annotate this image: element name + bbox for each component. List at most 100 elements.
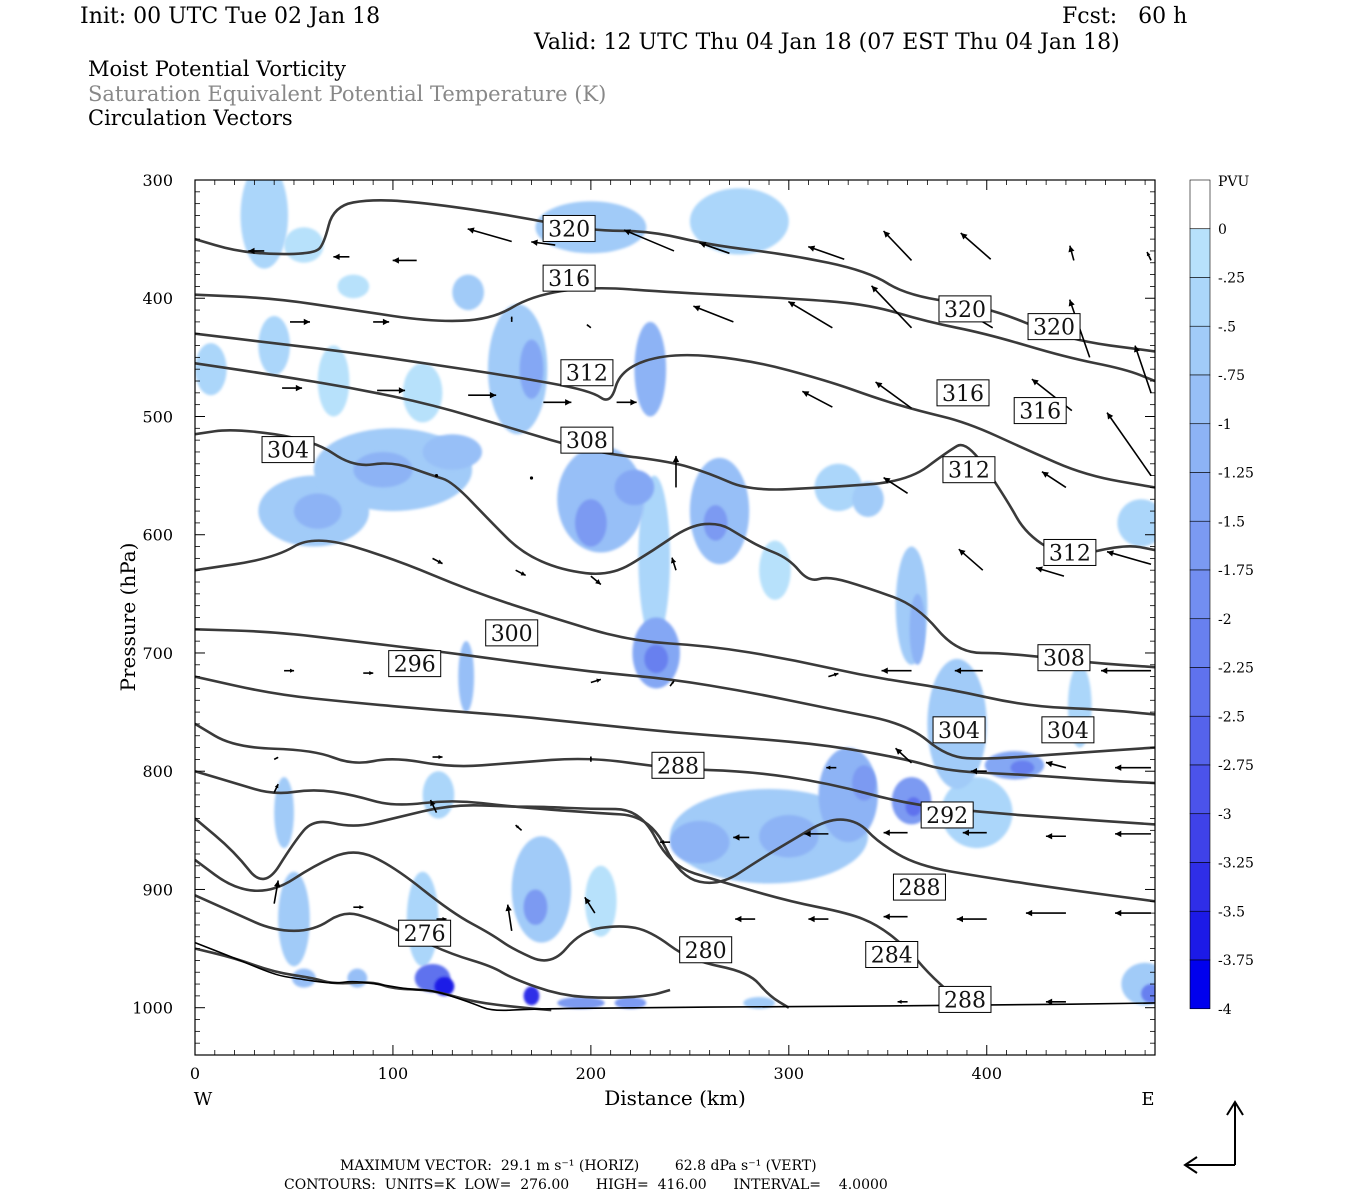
theta-contours xyxy=(195,199,1155,1012)
circulation-vector-14 xyxy=(510,316,513,322)
theta-contour-2 xyxy=(195,332,1155,489)
circulation-vectors xyxy=(248,227,1152,1005)
colorbar-swatch-15 xyxy=(1189,910,1211,961)
colorbar-swatch-12 xyxy=(1189,764,1211,815)
colorbar-swatch-16 xyxy=(1189,959,1211,1010)
circulation-vector-59 xyxy=(1115,764,1152,771)
contour-label-9: 280 xyxy=(679,936,733,964)
colorbar-swatch-3 xyxy=(1189,325,1211,376)
colorbar-label: -2 xyxy=(1218,612,1232,628)
circulation-vector-49 xyxy=(954,667,983,674)
colorbar-label: -2.5 xyxy=(1218,709,1245,725)
colorbar-swatch-2 xyxy=(1189,277,1211,327)
circulation-vector-31 xyxy=(434,474,439,478)
contour-label-15: 304 xyxy=(1041,716,1095,744)
pv-region-2 xyxy=(317,345,350,417)
theta-contour-7 xyxy=(195,675,1155,785)
theta-contour-0 xyxy=(195,199,1155,353)
svg-text:316: 316 xyxy=(942,382,984,407)
circulation-vector-2 xyxy=(392,257,417,264)
contour-label-6: 296 xyxy=(388,650,442,678)
pv-region-44 xyxy=(519,339,544,399)
circulation-vector-23 xyxy=(377,387,406,394)
pv-region-28 xyxy=(278,871,310,967)
circulation-vector-46 xyxy=(669,680,675,687)
circulation-vector-27 xyxy=(801,390,833,408)
colorbar-label: 0 xyxy=(1218,222,1227,238)
circulation-vector-26 xyxy=(616,399,637,406)
pv-region-57 xyxy=(1141,984,1155,1003)
contour-label-14: 304 xyxy=(932,716,986,744)
plot-frame xyxy=(194,179,1156,1056)
circulation-vector-34 xyxy=(883,476,909,495)
circulation-vector-68 xyxy=(1045,833,1066,840)
colorbar-label: -4 xyxy=(1218,1002,1232,1018)
circulation-vector-62 xyxy=(515,824,523,831)
colorbar-label: -.25 xyxy=(1218,271,1245,287)
contour-label-2: 312 xyxy=(560,359,614,387)
forecast-hour: Fcst: 60 h xyxy=(1062,4,1188,29)
circulation-vector-81 xyxy=(897,999,908,1004)
pv-region-49 xyxy=(703,505,728,541)
svg-text:312: 312 xyxy=(1049,541,1091,566)
svg-text:288: 288 xyxy=(944,988,986,1013)
field-title-pv: Moist Potential Vorticity xyxy=(88,57,346,81)
circulation-vector-51 xyxy=(273,756,279,761)
svg-text:312: 312 xyxy=(566,362,608,387)
pv-region-26 xyxy=(511,836,572,943)
pv-region-53 xyxy=(557,997,605,1009)
pv-region-9 xyxy=(195,343,227,396)
y-tick-label: 1000 xyxy=(132,999,173,1018)
circulation-vector-75 xyxy=(735,915,756,923)
y-tick-label: 800 xyxy=(142,762,173,781)
circulation-vector-48 xyxy=(881,667,912,674)
pv-region-58 xyxy=(905,797,922,817)
circulation-vector-45 xyxy=(590,678,602,684)
svg-text:288: 288 xyxy=(898,876,940,901)
colorbar-label: -3 xyxy=(1218,807,1232,823)
circulation-vector-13 xyxy=(373,318,390,326)
circulation-vector-73 xyxy=(505,904,513,931)
circulation-vector-61 xyxy=(429,799,438,813)
pv-region-16 xyxy=(1117,499,1155,547)
circulation-vector-32 xyxy=(529,476,534,480)
contour-info: CONTOURS: UNITS=K LOW= 276.00 HIGH= 416.… xyxy=(284,1177,888,1193)
circulation-vector-24 xyxy=(468,392,497,399)
pv-region-54 xyxy=(614,997,647,1009)
theta-contour-1 xyxy=(195,286,1155,383)
y-tick-label: 600 xyxy=(142,526,173,545)
circulation-vector-21 xyxy=(1134,345,1152,394)
theta-contour-6 xyxy=(195,628,1155,760)
circulation-vector-33 xyxy=(672,455,680,488)
pv-region-48 xyxy=(575,499,607,547)
field-title-theta: Saturation Equivalent Potential Temperat… xyxy=(88,82,607,106)
circulation-vector-69 xyxy=(1115,830,1152,838)
circulation-vector-10 xyxy=(1068,245,1075,261)
init-time: Init: 00 UTC Tue 02 Jan 18 xyxy=(80,4,381,29)
circulation-vector-67 xyxy=(962,829,987,836)
x-tick-label: 200 xyxy=(576,1064,607,1083)
circulation-vector-57 xyxy=(970,768,987,775)
colorbar-swatch-14 xyxy=(1189,862,1211,912)
svg-text:284: 284 xyxy=(871,943,913,968)
valid-time: Valid: 12 UTC Thu 04 Jan 18 (07 EST Thu … xyxy=(534,30,1120,55)
colorbar-label: -.5 xyxy=(1218,319,1236,335)
circulation-vector-56 xyxy=(894,747,913,764)
circulation-vector-6 xyxy=(699,241,730,255)
contour-label-22: 320 xyxy=(1027,313,1081,341)
pv-region-15 xyxy=(406,871,439,967)
colorbar-label: -.75 xyxy=(1218,368,1245,384)
svg-text:292: 292 xyxy=(926,804,968,829)
colorbar-swatch-8 xyxy=(1189,569,1211,620)
pv-region-7 xyxy=(689,188,789,255)
circulation-vector-79 xyxy=(1025,909,1066,917)
circulation-vector-77 xyxy=(883,913,908,920)
circulation-vector-44 xyxy=(363,671,374,676)
circulation-vector-5 xyxy=(623,229,675,252)
circulation-vector-58 xyxy=(1045,760,1067,769)
circulation-vector-39 xyxy=(671,557,677,571)
contour-label-13: 292 xyxy=(920,801,974,829)
circulation-vector-0 xyxy=(248,247,265,255)
contour-label-20: 316 xyxy=(1013,397,1067,425)
